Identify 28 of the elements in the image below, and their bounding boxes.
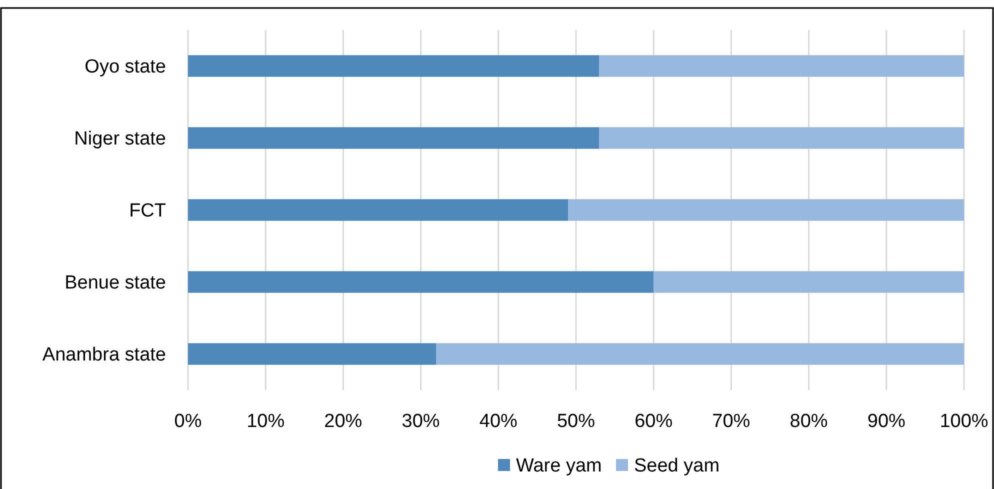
y-tick-label: Benue state <box>64 272 166 294</box>
bar <box>654 271 964 293</box>
bar <box>568 199 964 221</box>
bar <box>188 199 568 221</box>
legend-label: Seed yam <box>634 456 720 477</box>
x-tick-label: 60% <box>634 411 673 432</box>
bar <box>188 343 436 365</box>
bar <box>599 127 964 149</box>
x-tick-label: 70% <box>712 411 750 432</box>
x-tick-label: 80% <box>790 411 828 432</box>
bar <box>188 271 654 293</box>
x-tick-label: 20% <box>324 411 362 432</box>
y-tick-label: Oyo state <box>84 56 166 78</box>
x-tick-label: 100% <box>940 411 988 432</box>
x-tick-label: 40% <box>479 411 518 432</box>
x-tick-label: 10% <box>246 411 285 432</box>
y-tick-label: Anambra state <box>42 344 166 366</box>
bar <box>599 55 964 77</box>
y-tick-label: Niger state <box>74 128 166 150</box>
x-tick-label: 0% <box>174 411 202 432</box>
bar <box>188 55 600 77</box>
x-tick-label: 50% <box>556 411 596 432</box>
bar <box>188 127 600 149</box>
bar <box>436 343 964 365</box>
x-tick-label: 30% <box>402 411 440 432</box>
y-tick-label: FCT <box>129 200 166 222</box>
legend-label: Ware yam <box>516 456 602 477</box>
x-tick-label: 90% <box>867 411 906 432</box>
